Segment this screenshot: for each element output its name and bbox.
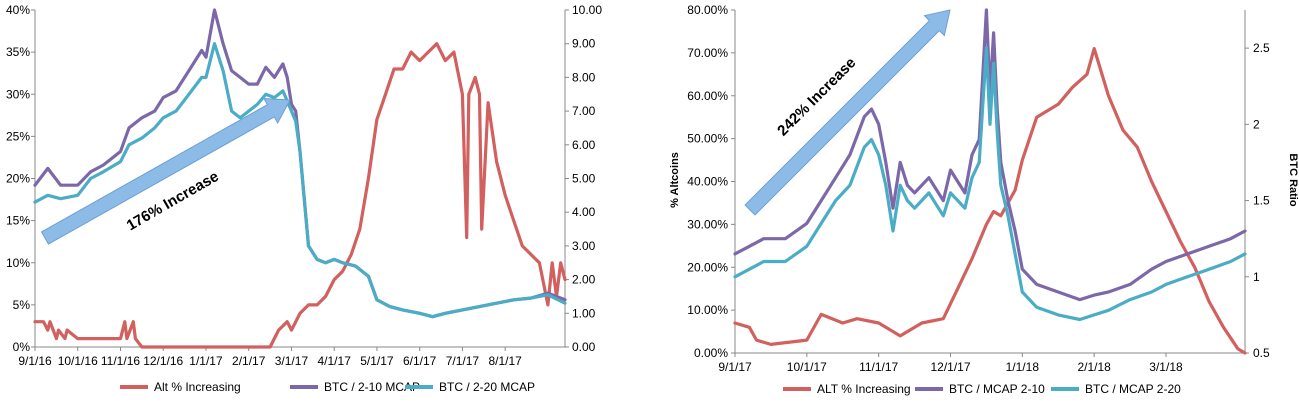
y-tick-label-right: 1.5: [1253, 194, 1270, 208]
x-tick-label: 10/1/16: [58, 354, 98, 368]
y-tick-label-right: 9.00: [572, 37, 596, 51]
y-tick-label-right: 3.00: [572, 239, 596, 253]
y-tick-label-left: 30.00%: [687, 217, 728, 231]
chart-left: 0% 5% 10% 15% 20% 25% 30% 35% 40% 0.00 1.00 2.00 3.0…: [6, 3, 602, 394]
y-tick-label-left: 70.00%: [687, 46, 728, 60]
y-tick-label-right: 1.00: [572, 306, 596, 320]
y-tick-label-right: 5.00: [572, 172, 596, 186]
y-tick-label-right: 0.00: [572, 340, 596, 354]
legend-label-3: BTC / 2-20 MCAP: [439, 380, 535, 394]
x-tick-label: 11/1/16: [101, 354, 140, 368]
x-tick-label: 4/1/17: [318, 354, 352, 368]
legend-label-3: BTC / MCAP 2-20: [1085, 382, 1181, 396]
y-tick-label-left: 20.00%: [687, 260, 728, 274]
x-tick-label: 8/1/17: [488, 354, 522, 368]
series-line-2: [733, 8, 1247, 302]
x-tick-label: 2/1/17: [232, 354, 266, 368]
x-tick-label: 12/1/17: [930, 360, 970, 374]
y-tick-label-left: 10.00%: [687, 303, 728, 317]
legend-label-2: BTC / 2-10 MCAP: [324, 380, 420, 394]
series-line-1: [733, 46, 1247, 355]
y-tick-label-right: 0.5: [1253, 346, 1270, 360]
x-tick-label: 9/1/16: [18, 354, 52, 368]
y-tick-label-left: 20%: [6, 172, 30, 186]
x-tick-label: 12/1/16: [143, 354, 183, 368]
y-tick-label-left: 10%: [6, 256, 30, 270]
y-tick-label-left: 25%: [6, 129, 30, 143]
x-tick-label: 1/1/17: [189, 354, 223, 368]
y-tick-label-left: 0.00%: [694, 346, 728, 360]
y-tick-label-left: 50.00%: [687, 132, 728, 146]
increase-arrow: [40, 98, 291, 245]
x-tick-label: 10/1/17: [787, 360, 827, 374]
x-tick-label: 11/1/17: [859, 360, 898, 374]
y-tick-label-right: 2.00: [572, 273, 596, 287]
y-tick-label-left: 30%: [6, 87, 30, 101]
y-tick-label-right: 7.00: [572, 104, 596, 118]
y-tick-label-right: 6.00: [572, 138, 596, 152]
y-tick-label-right: 10.00: [572, 3, 602, 17]
y-tick-label-left: 80.00%: [687, 3, 728, 17]
y-tick-label-right: 2: [1253, 117, 1260, 131]
y-tick-label-left: 35%: [6, 45, 30, 59]
x-tick-label: 2/1/18: [1077, 360, 1111, 374]
increase-annotation: 242% Increase: [774, 54, 859, 139]
y-tick-label-left: 40%: [6, 3, 30, 17]
y-tick-label-left: 15%: [6, 214, 30, 228]
chart-right: 0.00% 10.00% 20.00% 30.00% 40.00% 50.00% 60.00…: [669, 3, 1299, 396]
y-tick-label-right: 8.00: [572, 70, 596, 84]
y-tick-label-left: 5%: [13, 298, 31, 312]
y-tick-label-left: 0%: [13, 340, 31, 354]
increase-arrow: [744, 9, 951, 216]
legend-label-1: Alt % Increasing: [154, 380, 241, 394]
x-tick-label: 3/1/18: [1149, 360, 1183, 374]
series-line-3: [33, 42, 567, 319]
x-tick-label: 5/1/17: [360, 354, 394, 368]
legend-label-2: BTC / MCAP 2-10: [949, 382, 1045, 396]
series-line-1: [33, 42, 567, 349]
y-tick-label-left: 40.00%: [687, 175, 728, 189]
series-line-3: [733, 46, 1247, 322]
y-tick-label-right: 2.5: [1253, 41, 1270, 55]
x-tick-label: 3/1/17: [275, 354, 309, 368]
y-tick-label-right: 1: [1253, 270, 1260, 284]
x-tick-label: 1/1/18: [1006, 360, 1040, 374]
y-tick-label-left: 60.00%: [687, 89, 728, 103]
y-axis-title-left: % Altcoins: [669, 152, 681, 208]
x-tick-label: 9/1/17: [718, 360, 752, 374]
x-tick-label: 6/1/17: [403, 354, 437, 368]
y-tick-label-right: 4.00: [572, 205, 596, 219]
legend-label-1: ALT % Increasing: [817, 382, 911, 396]
y-axis-title-right: BTC Ratio: [1287, 153, 1299, 206]
x-tick-label: 7/1/17: [446, 354, 480, 368]
